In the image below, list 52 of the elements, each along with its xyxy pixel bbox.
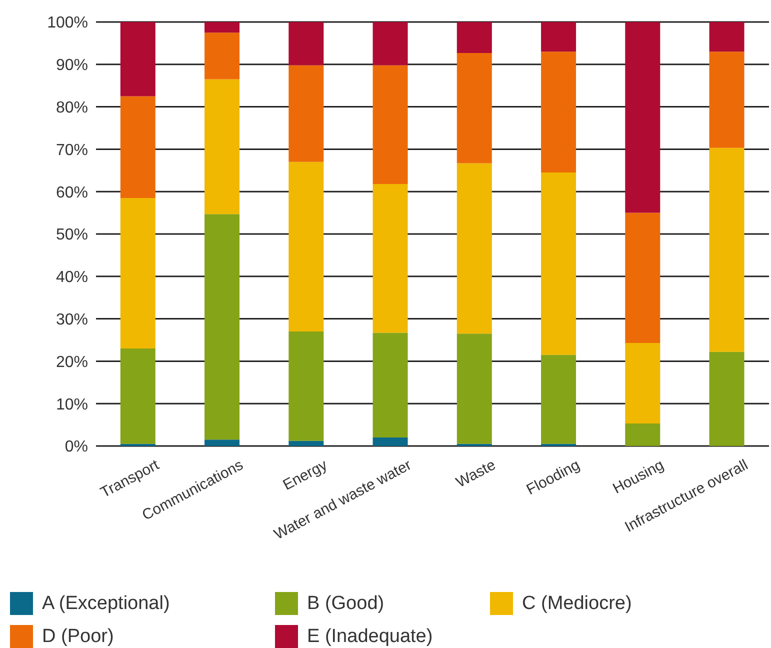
bar bbox=[625, 424, 660, 446]
y-tick-label: 70% bbox=[56, 142, 88, 159]
y-tick-label: 50% bbox=[56, 226, 88, 244]
bar bbox=[625, 22, 660, 213]
y-tick-label: 0% bbox=[64, 438, 88, 456]
bar bbox=[204, 32, 240, 80]
y-tick-label: 80% bbox=[56, 99, 88, 116]
legend-label: C (Mediocre) bbox=[522, 592, 632, 614]
bar bbox=[625, 212, 660, 343]
y-tick-label: 40% bbox=[56, 269, 88, 286]
y-tick-label: 30% bbox=[56, 311, 88, 328]
bar bbox=[120, 198, 156, 348]
bar bbox=[120, 348, 156, 444]
bar bbox=[372, 184, 408, 333]
bar bbox=[372, 438, 408, 446]
bar bbox=[456, 52, 492, 164]
bar bbox=[372, 65, 408, 184]
y-tick-label: 20% bbox=[56, 354, 88, 371]
bar bbox=[372, 332, 408, 438]
bar bbox=[372, 22, 408, 66]
bar bbox=[541, 172, 576, 355]
bar bbox=[709, 52, 744, 148]
bar bbox=[120, 96, 156, 198]
bar bbox=[288, 22, 324, 66]
bar bbox=[541, 52, 576, 173]
y-tick-label: 100% bbox=[47, 14, 88, 32]
legend-label: A (Exceptional) bbox=[42, 592, 170, 614]
bar bbox=[541, 354, 576, 444]
bar bbox=[204, 440, 240, 446]
bar bbox=[625, 342, 660, 424]
y-tick-label: 10% bbox=[56, 396, 88, 414]
bar bbox=[204, 79, 240, 214]
bar bbox=[288, 440, 324, 446]
y-tick-label: 90% bbox=[56, 57, 88, 74]
legend-label: D (Poor) bbox=[42, 626, 114, 648]
bar bbox=[456, 163, 492, 334]
bar bbox=[709, 352, 744, 446]
legend-label: E (Inadequate) bbox=[307, 626, 433, 648]
bar bbox=[288, 332, 324, 441]
bar bbox=[288, 65, 324, 162]
bar bbox=[288, 162, 324, 332]
bar bbox=[456, 334, 492, 444]
bar bbox=[120, 22, 156, 96]
bar bbox=[456, 22, 492, 53]
bar bbox=[204, 22, 240, 33]
bar bbox=[541, 22, 576, 52]
bar bbox=[709, 22, 744, 52]
x-tick-label: Waste bbox=[453, 456, 498, 492]
legend-label: B (Good) bbox=[307, 592, 384, 614]
bar bbox=[709, 148, 744, 352]
bar bbox=[204, 214, 240, 440]
y-tick-label: 60% bbox=[56, 184, 88, 202]
